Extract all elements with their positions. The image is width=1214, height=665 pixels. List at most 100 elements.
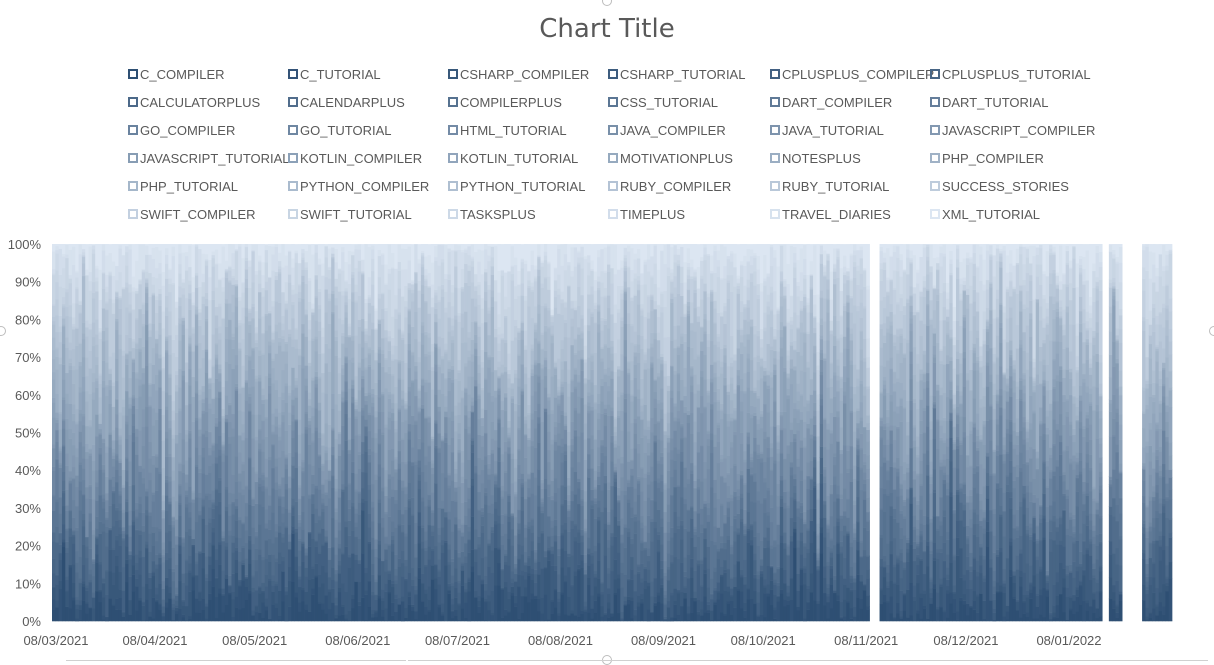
bar-segment [321,509,325,512]
bar-segment [128,435,132,462]
bar-segment [155,343,159,353]
bar-segment [105,310,109,327]
bar-segment [334,512,338,520]
bar-segment [128,526,132,537]
bar-segment [241,471,245,490]
bar-segment [421,379,425,385]
bar-segment [202,473,206,498]
bar-segment [225,546,229,550]
bar-segment [82,416,86,425]
bar-segment [434,344,438,347]
bar-segment [298,466,302,485]
bar-segment [325,446,329,450]
bar-segment [158,294,162,301]
bar-segment [261,583,265,591]
bar-segment [65,542,69,549]
bar-segment [222,595,226,612]
bar-segment [152,296,156,324]
bar-segment [295,557,299,571]
bar-segment [69,244,73,250]
bar-segment [524,537,528,552]
bar-segment [391,476,395,489]
bar-segment [235,384,239,387]
bar-segment [79,362,83,366]
bar-segment [484,556,488,576]
bar-segment [454,469,458,474]
bar-segment [471,401,475,406]
bar-segment [175,307,179,325]
bar-segment [431,351,435,367]
bar-segment [278,427,282,436]
bar-segment [128,577,132,600]
bar-segment [138,530,142,534]
bar-segment [62,539,66,541]
bar-segment [378,244,382,250]
bar-segment [408,324,412,333]
bar-segment [368,485,372,490]
bar-segment [497,523,501,547]
bar-segment [318,489,322,515]
bar-segment [52,610,56,622]
bar-segment [208,408,212,432]
bar-segment [165,248,169,255]
bar-segment [162,356,166,367]
bar-segment [328,298,332,301]
bar-segment [484,433,488,456]
bar-segment [155,602,159,621]
bar-segment [421,251,425,253]
bar-segment [305,414,309,427]
bar-segment [218,374,222,382]
bar-segment [471,322,475,340]
bar-segment [311,315,315,339]
bar-segment [291,466,295,479]
bar-segment [434,546,438,565]
bar-segment [408,424,412,430]
bar-segment [281,556,285,561]
bar-segment [75,609,79,619]
bar-segment [118,527,122,534]
bar-segment [59,452,63,463]
bar-segment [231,333,235,337]
bar-segment [467,579,471,581]
bar-segment [62,297,66,304]
bar-segment [371,397,375,403]
bar-segment [275,380,279,390]
bar-segment [447,248,451,252]
bar-segment [188,487,192,503]
bar-segment [265,458,269,476]
bar-segment [281,522,285,533]
bar-segment [291,258,295,267]
bar-segment [368,354,372,365]
bar-segment [148,616,152,621]
bar-segment [298,499,302,515]
bar-segment [65,511,69,529]
bar-segment [414,283,418,312]
bar-segment [128,338,132,352]
bar-segment [344,295,348,302]
bar-segment [165,341,169,350]
bar-segment [451,380,455,383]
bar-segment [212,490,216,499]
bar-segment [351,473,355,503]
bar-segment [295,244,299,251]
bar-segment [89,351,93,368]
bar-segment [285,282,289,301]
bar-segment [55,246,59,250]
bar-segment [471,572,475,621]
bar-segment [358,343,362,362]
bar-segment [241,388,245,412]
bar-segment [245,270,249,279]
bar-segment [354,508,358,514]
bar-segment [424,286,428,301]
bar-segment [464,253,468,264]
bar-segment [255,440,259,471]
bar-segment [487,285,491,290]
bar-segment [517,479,521,510]
bar-segment [85,588,89,591]
bar-segment [524,587,528,596]
bar-segment [325,542,329,572]
bar-segment [421,285,425,294]
bar-segment [301,257,305,260]
